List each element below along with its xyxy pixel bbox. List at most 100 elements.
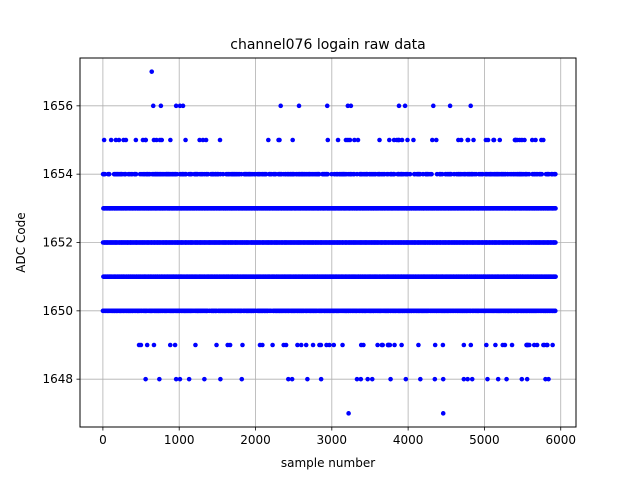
data-point (440, 376, 446, 382)
data-point (270, 342, 275, 348)
data-point (495, 376, 501, 382)
data-point (203, 137, 209, 143)
data-point (316, 171, 322, 177)
data-point (485, 376, 490, 382)
data-point (266, 137, 271, 143)
data-point (440, 342, 446, 348)
data-point (133, 137, 139, 143)
data-point (485, 137, 491, 143)
data-point (214, 342, 219, 348)
data-point (180, 103, 186, 109)
data-point (352, 137, 357, 143)
chart-title: channel076 logain raw data (230, 37, 425, 53)
data-point (186, 376, 192, 382)
y-tick-label: 1656 (42, 99, 73, 113)
x-tick-label: 1000 (164, 433, 195, 447)
data-point (447, 103, 453, 109)
data-point (497, 137, 503, 143)
data-point (305, 376, 310, 382)
data-point (471, 137, 476, 143)
data-point (202, 376, 207, 382)
data-point (377, 137, 382, 143)
x-tick-label: 3000 (317, 433, 348, 447)
data-point (432, 342, 438, 348)
data-point (358, 376, 364, 382)
data-point (546, 376, 551, 382)
data-point (168, 137, 173, 143)
data-point (365, 376, 370, 382)
data-point (289, 376, 295, 382)
data-point (388, 376, 393, 382)
data-point (484, 342, 489, 348)
data-point (108, 137, 114, 143)
data-point (193, 342, 198, 348)
data-point (239, 376, 245, 382)
data-point (429, 137, 435, 143)
data-point (310, 342, 316, 348)
data-point (318, 342, 324, 348)
data-point (534, 342, 540, 348)
data-point (296, 103, 302, 109)
data-point (277, 137, 282, 143)
data-point (440, 411, 446, 416)
data-point (173, 103, 179, 109)
data-point (429, 171, 434, 177)
data-point (418, 376, 423, 382)
data-point (197, 137, 202, 143)
data-point (461, 342, 467, 348)
data-point (519, 376, 525, 382)
data-point (116, 137, 122, 143)
data-point (509, 342, 515, 348)
data-point (529, 137, 535, 143)
data-point (177, 376, 183, 382)
data-point (143, 137, 149, 143)
x-tick-label: 2000 (240, 433, 271, 447)
data-point (432, 376, 438, 382)
y-tick-label: 1654 (42, 167, 73, 181)
data-point (533, 137, 538, 143)
data-point (346, 411, 351, 416)
data-point (200, 137, 206, 143)
data-point (218, 376, 223, 382)
data-point (220, 171, 226, 177)
data-point (392, 342, 397, 348)
data-point (123, 137, 129, 143)
data-point (468, 103, 473, 109)
data-point (522, 137, 527, 143)
data-point (327, 342, 332, 348)
data-point (411, 137, 416, 143)
data-point (154, 137, 159, 143)
data-point (553, 240, 558, 245)
data-point (387, 342, 393, 348)
data-point (469, 376, 475, 382)
y-axis-ticks: 1648 1650 1652 1654 1656 (42, 99, 80, 386)
y-tick-label: 1652 (42, 236, 73, 250)
y-tick-label: 1648 (42, 372, 73, 386)
data-point (369, 376, 375, 382)
data-point (375, 342, 380, 348)
data-point (295, 342, 300, 348)
data-point (286, 376, 291, 382)
data-point (504, 376, 509, 382)
data-point (318, 376, 324, 382)
data-point (298, 342, 304, 348)
data-point (331, 342, 337, 348)
data-point (290, 137, 295, 143)
data-point (101, 137, 107, 143)
y-tick-label: 1650 (42, 304, 73, 318)
data-point (468, 342, 474, 348)
x-tick-label: 0 (99, 433, 107, 447)
data-point (167, 342, 173, 348)
data-point (149, 69, 155, 74)
data-point (324, 103, 330, 109)
data-point (387, 137, 392, 143)
data-point (553, 171, 558, 177)
data-point (260, 342, 265, 348)
data-point (278, 103, 283, 109)
data-point (325, 171, 331, 177)
data-point (173, 376, 179, 382)
data-point (539, 171, 545, 177)
data-point (405, 137, 410, 143)
data-point (399, 342, 404, 348)
